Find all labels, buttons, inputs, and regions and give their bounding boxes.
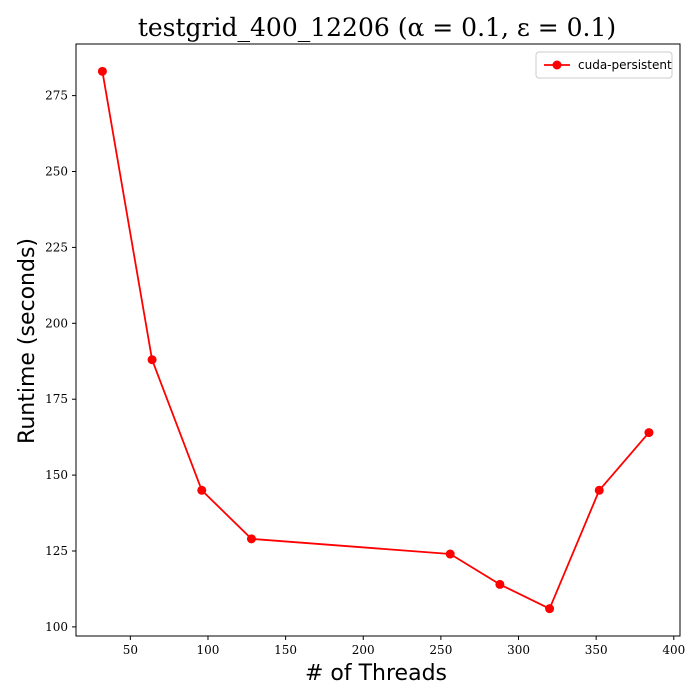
y-tick-label: 275 [45,89,68,103]
x-tick-label: 150 [274,643,297,657]
y-axis-label: Runtime (seconds) [15,238,40,444]
x-tick-label: 250 [429,643,452,657]
legend-label: cuda-persistent [578,58,672,72]
series-line [101,71,650,610]
series-group [97,66,654,614]
x-tick-label: 300 [507,643,530,657]
data-point [644,428,654,438]
plot-frame [75,43,681,637]
y-tick-label: 225 [45,240,68,254]
legend-marker [552,60,562,70]
x-tick-label: 350 [585,643,608,657]
y-axis-ticks: 100 125 150 175 200 225 250 275 [45,89,76,634]
plot-area [75,43,681,637]
legend: cuda-persistent [535,51,673,79]
x-tick-label: 400 [662,643,685,657]
x-axis-label: # of Threads [305,661,447,686]
data-point [594,485,604,495]
y-tick-label: 200 [45,316,68,330]
data-point [545,604,555,614]
data-point [147,355,157,365]
data-point [197,485,207,495]
y-tick-label: 125 [45,544,68,558]
chart-title: testgrid_400_12206 (α = 0.1, ε = 0.1) [138,13,616,42]
data-point [445,549,455,559]
y-tick-label: 150 [45,468,68,482]
data-point [246,534,256,544]
x-tick-label: 100 [197,643,220,657]
y-tick-label: 250 [45,165,68,179]
legend-box [535,51,673,79]
x-tick-label: 50 [123,643,138,657]
y-tick-label: 175 [45,392,68,406]
data-point [97,66,107,76]
y-tick-label: 100 [45,620,68,634]
data-point [495,579,505,589]
x-tick-label: 200 [352,643,375,657]
x-axis-ticks: 50 100 150 200 250 300 350 400 [123,636,685,657]
